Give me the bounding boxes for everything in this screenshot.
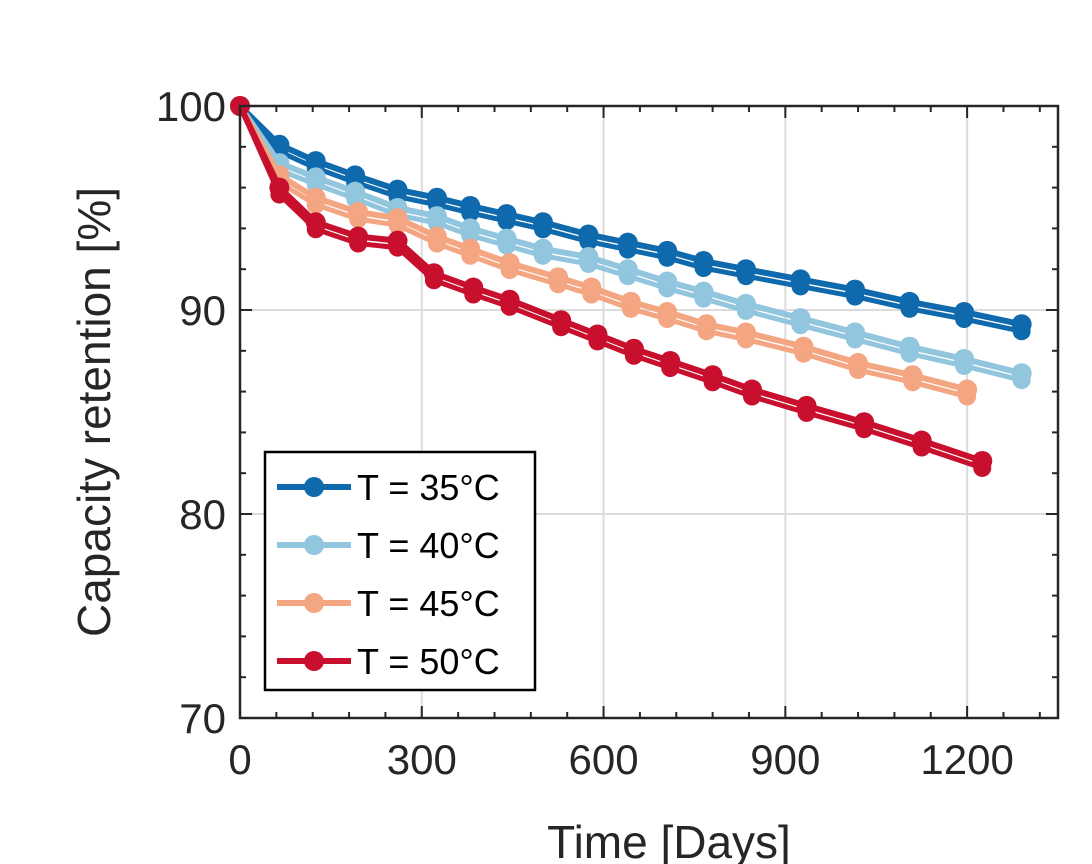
data-point	[657, 271, 678, 292]
legend: T = 35°C T = 40°C T = 45°C T = 50°C	[263, 450, 537, 692]
series-layer	[230, 96, 1032, 477]
legend-marker	[304, 651, 324, 671]
data-point	[954, 302, 975, 323]
data-point	[496, 204, 517, 225]
legend-label: T = 40°C	[357, 525, 500, 566]
legend-marker	[304, 535, 324, 555]
data-point	[578, 246, 599, 267]
data-point	[460, 218, 481, 239]
data-point	[305, 151, 326, 172]
data-point	[305, 212, 326, 233]
legend-marker	[304, 593, 324, 613]
x-tick-label: 900	[750, 736, 820, 783]
data-point	[790, 269, 811, 290]
data-point	[578, 224, 599, 245]
tick-labels: 0 300 600 900 1200 70 80 90 100	[156, 83, 1014, 783]
data-point	[742, 379, 763, 400]
data-point	[796, 395, 817, 416]
plot-frame	[238, 104, 1060, 720]
data-point	[581, 277, 602, 298]
data-point	[426, 187, 447, 208]
series-4	[230, 96, 993, 477]
data-point	[902, 365, 923, 386]
data-point	[499, 289, 520, 310]
data-point	[845, 322, 866, 343]
data-point	[532, 212, 553, 233]
data-point	[387, 230, 408, 251]
data-point	[854, 412, 875, 433]
data-point	[911, 430, 932, 451]
data-point	[587, 324, 608, 345]
x-tick-label: 300	[387, 736, 457, 783]
data-point	[269, 134, 290, 155]
data-point	[460, 195, 481, 216]
ticks	[239, 105, 1058, 719]
y-tick-label: 80	[179, 491, 226, 538]
data-point	[1011, 314, 1032, 335]
data-point	[735, 259, 756, 280]
data-point	[657, 302, 678, 323]
y-tick-label: 100	[156, 83, 226, 130]
data-point	[345, 165, 366, 186]
legend-marker	[304, 477, 324, 497]
data-point	[463, 277, 484, 298]
legend-label: T = 35°C	[357, 467, 500, 508]
data-point	[972, 450, 993, 471]
data-point	[845, 279, 866, 300]
data-point	[657, 240, 678, 261]
y-tick-label: 90	[179, 287, 226, 334]
data-point	[696, 314, 717, 335]
data-point	[617, 259, 638, 280]
data-point	[305, 167, 326, 188]
x-tick-label: 600	[569, 736, 639, 783]
data-point	[1011, 363, 1032, 384]
legend-label: T = 50°C	[357, 641, 500, 682]
data-point	[702, 365, 723, 386]
data-point	[551, 310, 572, 331]
series-line-replicate	[237, 104, 984, 471]
data-point	[496, 228, 517, 249]
x-tick-label: 0	[228, 736, 251, 783]
data-point	[790, 308, 811, 329]
data-point	[954, 348, 975, 369]
data-point	[426, 226, 447, 247]
series-line	[237, 104, 984, 464]
data-point	[269, 177, 290, 198]
x-tick-label: 1200	[920, 736, 1013, 783]
data-point	[305, 187, 326, 208]
data-point	[617, 232, 638, 253]
data-point	[426, 206, 447, 227]
data-point	[387, 179, 408, 200]
data-point	[735, 322, 756, 343]
legend-label: T = 45°C	[357, 583, 500, 624]
data-point	[423, 263, 444, 284]
data-point	[957, 379, 978, 400]
data-point	[348, 202, 369, 223]
data-point	[387, 208, 408, 229]
data-point	[460, 238, 481, 259]
data-point	[532, 238, 553, 259]
data-point	[793, 336, 814, 357]
data-point	[620, 291, 641, 312]
data-point	[693, 281, 714, 302]
y-tick-label: 70	[179, 695, 226, 742]
data-point	[848, 353, 869, 374]
data-point	[899, 336, 920, 357]
x-axis-label: Time [Days]	[547, 816, 791, 864]
data-point	[623, 338, 644, 359]
data-point	[548, 267, 569, 288]
data-point	[660, 351, 681, 371]
data-point	[693, 251, 714, 272]
data-point	[348, 226, 369, 247]
data-point	[345, 181, 366, 202]
series-2	[230, 96, 1032, 390]
y-axis-label: Capacity retention [%]	[68, 187, 120, 637]
data-point	[735, 293, 756, 314]
data-point	[899, 291, 920, 312]
data-point	[499, 253, 520, 274]
